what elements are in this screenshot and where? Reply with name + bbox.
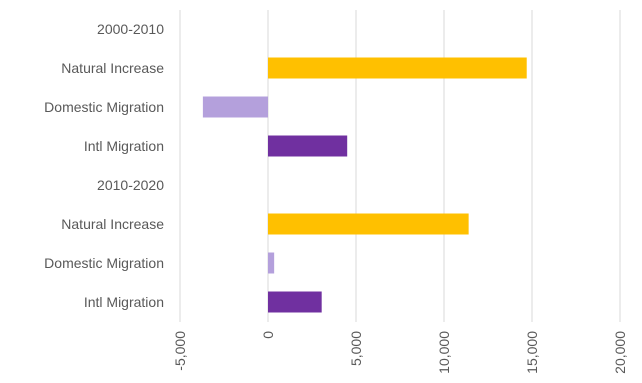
x-tick-label: 5,000 — [348, 331, 364, 366]
category-labels: 2000-2010 Natural Increase Domestic Migrat… — [44, 21, 164, 310]
x-tick-label: 20,000 — [612, 331, 628, 374]
category-label: Intl Migration — [84, 138, 164, 154]
x-tick-label: 10,000 — [436, 331, 452, 374]
category-label: Intl Migration — [84, 294, 164, 310]
x-tick-label: 0 — [260, 331, 276, 339]
bar — [268, 291, 322, 313]
bar — [268, 57, 527, 79]
category-label: Natural Increase — [61, 216, 164, 232]
x-tick-label: 15,000 — [524, 331, 540, 374]
category-label: Natural Increase — [61, 60, 164, 76]
category-label: Domestic Migration — [44, 255, 164, 271]
bar — [268, 252, 275, 274]
bar — [202, 96, 268, 118]
category-label: 2010-2020 — [97, 177, 164, 193]
gridlines — [179, 10, 621, 322]
x-axis-tick-labels: -5,000 0 5,000 10,000 15,000 20,000 — [172, 331, 628, 374]
bar — [268, 213, 469, 235]
category-label: 2000-2010 — [97, 21, 164, 37]
bars — [202, 57, 527, 313]
category-label: Domestic Migration — [44, 99, 164, 115]
x-tick-label: -5,000 — [172, 331, 188, 371]
bar — [268, 135, 348, 157]
